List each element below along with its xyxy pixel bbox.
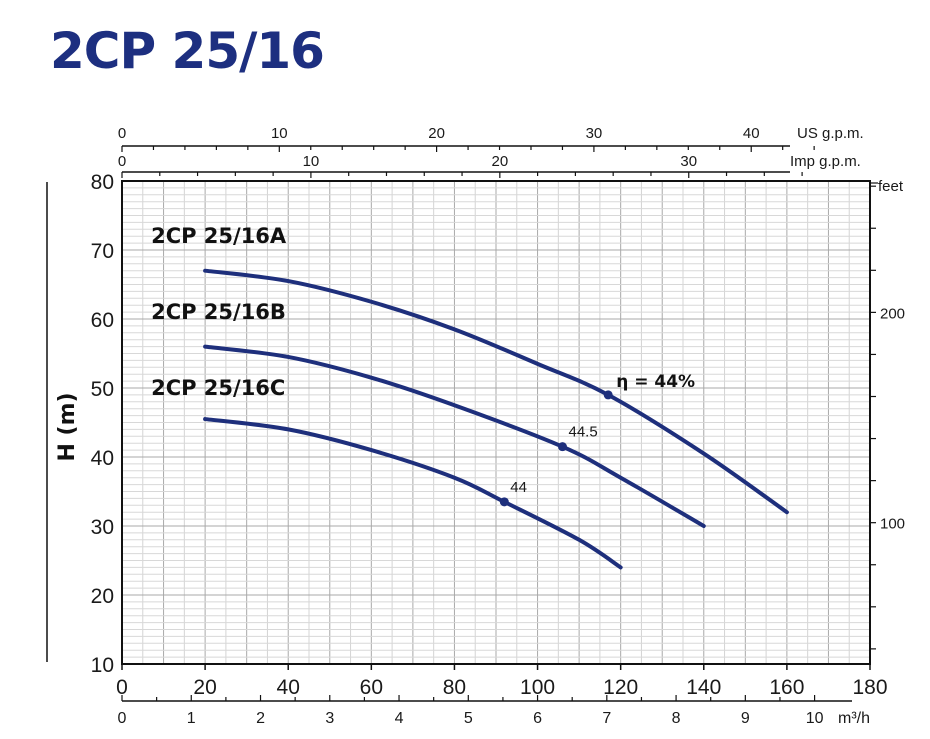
us-gpm-tick-label: 30: [586, 125, 603, 142]
efficiency-label: 44.5: [568, 424, 597, 441]
us-gpm-tick-label: 0: [118, 125, 126, 142]
m3h-tick-label: 8: [672, 710, 681, 727]
feet-tick-label: 200: [880, 305, 905, 322]
m3h-unit-label: m³/h: [838, 710, 870, 727]
m3h-tick-label: 9: [741, 710, 750, 727]
us-gpm-tick-label: 20: [428, 125, 445, 142]
y-tick-label: 50: [91, 378, 114, 401]
y-tick-label: 60: [91, 309, 114, 332]
efficiency-point: [603, 390, 613, 400]
efficiency-point: [557, 442, 567, 452]
plot-frame: [121, 180, 871, 665]
x-tick-label: 20: [193, 676, 216, 699]
x-tick-label: 80: [443, 676, 466, 699]
x-tick-label: 0: [116, 676, 128, 699]
y-tick-label: 40: [91, 447, 114, 470]
m3h-tick-label: 3: [325, 710, 334, 727]
x-tick-label: 140: [686, 676, 721, 699]
y-tick-label: 20: [91, 585, 114, 608]
efficiency-label: η = 44%: [616, 372, 695, 392]
x-tick-label: 160: [769, 676, 804, 699]
imp-gpm-tick-label: 20: [491, 153, 508, 170]
feet-unit-label: feet: [878, 178, 904, 195]
series-label: 2CP 25/16B: [151, 300, 286, 324]
series-line: [203, 268, 789, 515]
m3h-tick-label: 1: [187, 710, 196, 727]
y-tick-label: 30: [91, 516, 114, 539]
series-line: [203, 344, 706, 528]
imp-gpm-tick-label: 0: [118, 153, 126, 170]
y-axis-label: H (m): [55, 392, 80, 461]
m3h-tick-label: 6: [533, 710, 542, 727]
x-tick-label: 60: [360, 676, 383, 699]
series-label: 2CP 25/16A: [151, 224, 287, 248]
x-tick-label: 100: [520, 676, 555, 699]
imp-gpm-unit-label: Imp g.p.m.: [790, 153, 861, 170]
y-tick-label: 10: [91, 654, 114, 677]
m3h-tick-label: 2: [256, 710, 265, 727]
x-tick-label: 120: [603, 676, 638, 699]
series-line: [203, 417, 623, 570]
m3h-tick-label: 0: [118, 710, 127, 727]
efficiency-label: 44: [510, 479, 527, 496]
feet-tick-label: 100: [880, 516, 905, 533]
m3h-tick-label: 10: [806, 710, 824, 727]
m3h-tick-label: 5: [464, 710, 473, 727]
m3h-tick-label: 4: [395, 710, 404, 727]
us-gpm-tick-label: 10: [271, 125, 288, 142]
y-tick-label: 70: [91, 240, 114, 263]
x-tick-label: 40: [277, 676, 300, 699]
series-label: 2CP 25/16C: [151, 376, 285, 400]
y-tick-label: 80: [91, 171, 114, 194]
us-gpm-unit-label: US g.p.m.: [797, 125, 864, 142]
page-title: 2CP 25/16: [50, 22, 325, 80]
us-gpm-tick-label: 40: [743, 125, 760, 142]
imp-gpm-tick-label: 30: [680, 153, 697, 170]
x-tick-label: 180: [852, 676, 887, 699]
efficiency-point: [499, 497, 509, 507]
m3h-tick-label: 7: [602, 710, 611, 727]
imp-gpm-tick-label: 10: [303, 153, 320, 170]
